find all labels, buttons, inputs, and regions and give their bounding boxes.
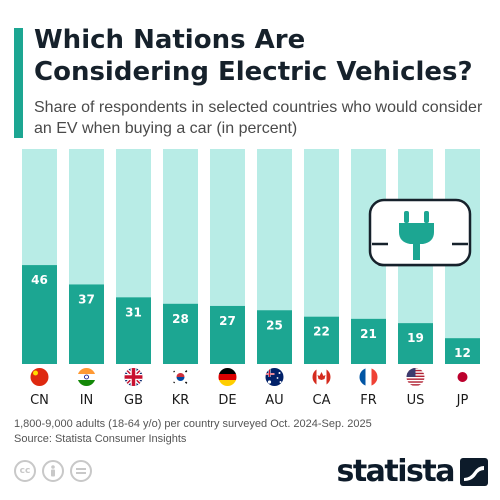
category-label: CA — [313, 393, 331, 408]
bar-gb — [116, 297, 151, 364]
value-label: 28 — [172, 312, 189, 326]
title-accent-bar — [14, 28, 23, 138]
bar-jp — [445, 338, 480, 364]
usa-flag-icon — [406, 368, 425, 386]
bar-in — [69, 284, 104, 364]
bar-chart: 46 37 31 28 27 25 22 21 19 12 CN IN GB KR DE AU CA FR US J… — [22, 149, 480, 408]
no-derivatives-icon[interactable] — [70, 460, 92, 482]
france-flag-icon — [359, 368, 378, 386]
value-label: 19 — [407, 331, 424, 345]
bar-kr — [163, 303, 198, 364]
category-label: CN — [30, 393, 49, 408]
value-label: 27 — [219, 314, 236, 328]
value-label: 46 — [31, 273, 48, 287]
statista-logo-icon — [460, 458, 488, 486]
category-label: GB — [124, 393, 143, 408]
bar-us — [398, 323, 433, 364]
statista-wordmark: statista — [336, 454, 455, 489]
category-label: JP — [456, 393, 469, 408]
bar-de — [210, 305, 245, 364]
value-label: 37 — [78, 292, 95, 306]
value-label: 22 — [313, 325, 330, 339]
value-label: 25 — [266, 318, 283, 332]
bar-fr — [351, 318, 386, 364]
chart-subtitle: Share of respondents in selected countri… — [34, 99, 483, 137]
creative-commons-icon[interactable]: cc — [14, 460, 36, 482]
south-korea-flag-icon — [171, 368, 190, 386]
australia-flag-icon — [265, 368, 284, 386]
japan-flag-icon — [453, 368, 472, 386]
value-label: 21 — [360, 327, 377, 341]
value-label: 12 — [454, 346, 471, 360]
canada-flag-icon — [312, 368, 331, 386]
category-label: US — [407, 393, 425, 408]
india-flag-icon — [77, 368, 96, 386]
bar-ca — [304, 316, 339, 364]
category-label: KR — [172, 393, 190, 408]
bar-cn — [22, 265, 57, 364]
uk-flag-icon — [124, 368, 143, 386]
statista-logo[interactable]: statista — [336, 455, 488, 489]
category-label: AU — [265, 393, 283, 408]
germany-flag-icon — [218, 368, 237, 386]
page-title: Which Nations Are Considering Electric V… — [34, 25, 473, 87]
ev-car-plug-icon — [368, 198, 472, 267]
category-label: DE — [218, 393, 236, 408]
category-label: FR — [360, 393, 377, 408]
bar-au — [257, 310, 292, 364]
source-note: Source: Statista Consumer Insights — [14, 433, 187, 445]
value-label: 31 — [125, 305, 142, 319]
survey-note: 1,800-9,000 adults (18-64 y/o) per count… — [14, 418, 372, 430]
license-icons: cc — [14, 460, 92, 482]
china-flag-icon — [30, 368, 49, 386]
category-label: IN — [80, 393, 94, 408]
attribution-icon[interactable] — [42, 460, 64, 482]
